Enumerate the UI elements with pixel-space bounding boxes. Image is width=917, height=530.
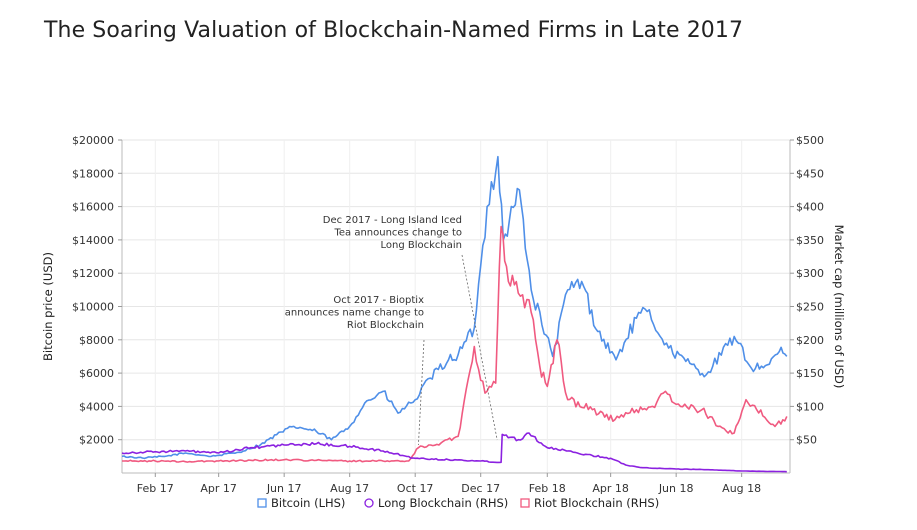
y-tick-label: $2000 bbox=[79, 434, 114, 447]
y2-tick-label: $300 bbox=[796, 267, 824, 280]
y2-tick-label: $150 bbox=[796, 367, 824, 380]
y-tick-label: $18000 bbox=[72, 167, 114, 180]
y-tick-label: $14000 bbox=[72, 234, 114, 247]
y2-tick-label: $400 bbox=[796, 201, 824, 214]
x-tick-label: Aug 17 bbox=[330, 482, 369, 495]
bitcoin-line bbox=[121, 155, 788, 460]
annotation-leader bbox=[418, 339, 425, 446]
y2-tick-label: $100 bbox=[796, 400, 824, 413]
long-blockchain-line bbox=[121, 432, 787, 473]
legend-label: Long Blockchain (RHS) bbox=[378, 496, 508, 510]
legend-label: Bitcoin (LHS) bbox=[271, 496, 345, 510]
annotation-text: Riot Blockchain bbox=[347, 320, 424, 331]
x-tick-label: Jun 18 bbox=[658, 482, 694, 495]
series-lines bbox=[121, 155, 788, 473]
y-tick-label: $16000 bbox=[72, 201, 114, 214]
gridlines bbox=[122, 139, 790, 473]
y2-tick-label: $200 bbox=[796, 334, 824, 347]
y-axis-label: Bitcoin price (USD) bbox=[41, 252, 55, 361]
y2-tick-label: $50 bbox=[796, 434, 817, 447]
legend-label: Riot Blockchain (RHS) bbox=[534, 496, 659, 510]
chart-title: The Soaring Valuation of Blockchain-Name… bbox=[44, 18, 744, 43]
y-tick-label: $12000 bbox=[72, 267, 114, 280]
annotation-text: Dec 2017 - Long Island Iced bbox=[323, 215, 462, 226]
annotation-leader bbox=[461, 254, 498, 441]
annotation-text: Oct 2017 - Bioptix bbox=[333, 295, 424, 306]
y-tick-label: $20000 bbox=[72, 134, 114, 147]
y2-tick-label: $250 bbox=[796, 301, 824, 314]
y2-tick-label: $500 bbox=[796, 134, 824, 147]
x-tick-label: Oct 17 bbox=[397, 482, 434, 495]
annotation-text: Tea announces change to bbox=[333, 228, 462, 239]
annotation-text: announces name change to bbox=[285, 308, 424, 319]
y-tick-label: $10000 bbox=[72, 301, 114, 314]
legend-marker bbox=[257, 498, 267, 508]
y2-tick-label: $350 bbox=[796, 234, 824, 247]
x-tick-label: Apr 18 bbox=[592, 482, 629, 495]
legend-marker bbox=[364, 498, 374, 508]
y-tick-label: $4000 bbox=[79, 400, 114, 413]
legend: Bitcoin (LHS) Long Blockchain (RHS) Riot B… bbox=[257, 496, 659, 510]
y-tick-label: $8000 bbox=[79, 334, 114, 347]
x-tick-label: Aug 18 bbox=[722, 482, 761, 495]
x-tick-label: Dec 17 bbox=[461, 482, 500, 495]
x-tick-label: Jun 17 bbox=[266, 482, 302, 495]
x-tick-label: Feb 17 bbox=[137, 482, 174, 495]
x-tick-label: Feb 18 bbox=[529, 482, 566, 495]
annotations: Dec 2017 - Long Island Iced Tea announces… bbox=[285, 215, 498, 446]
y2-tick-label: $450 bbox=[796, 167, 824, 180]
y-tick-label: $6000 bbox=[79, 367, 114, 380]
annotation-text: Long Blockchain bbox=[380, 240, 462, 251]
riot-blockchain-line bbox=[122, 225, 788, 463]
axes: $2000 $4000 $6000 $8000 $10000 $12000 $14000 $1… bbox=[41, 134, 846, 495]
y2-axis-label: Market cap (millions of USD) bbox=[832, 225, 846, 389]
x-tick-label: Apr 17 bbox=[200, 482, 237, 495]
legend-marker bbox=[520, 498, 530, 508]
